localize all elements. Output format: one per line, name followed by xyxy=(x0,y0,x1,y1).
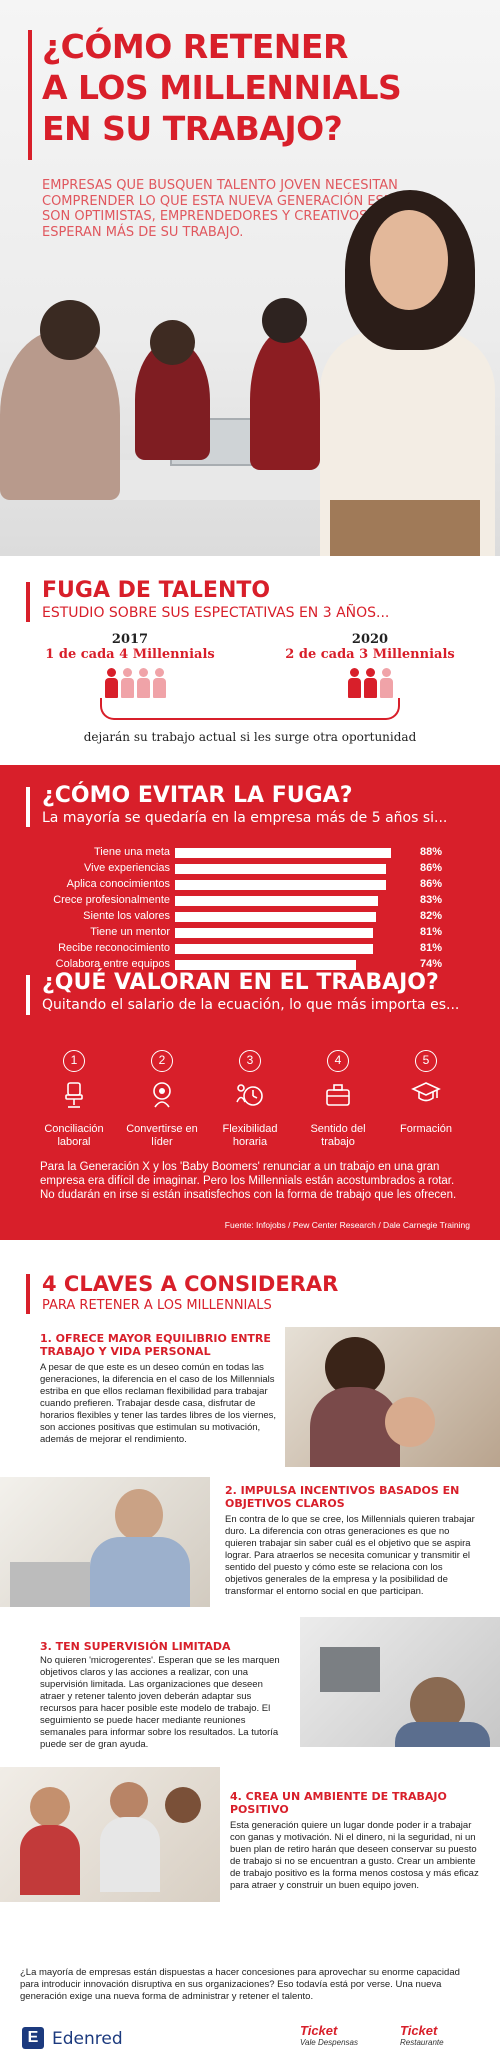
evitar-section: ¿CÓMO EVITAR LA FUGA? La mayoría se qued… xyxy=(0,765,500,1240)
chart-bar xyxy=(175,912,376,922)
chart-bar xyxy=(175,896,379,906)
clave-1-photo xyxy=(285,1327,500,1467)
clave-2-text: En contra de lo que se cree, los Millenn… xyxy=(225,1514,475,1597)
chart-bar xyxy=(175,928,374,938)
chart-bar xyxy=(175,848,391,858)
valoran-title: ¿QUÉ VALORAN EN EL TRABAJO? xyxy=(42,970,439,995)
section-accent-bar xyxy=(26,582,30,622)
valoran-item: 1 Conciliación laboral xyxy=(30,1050,118,1149)
chart-category-label: Tiene una meta xyxy=(93,846,170,858)
person-icon xyxy=(153,668,166,698)
clave-4-text: Esta generación quiere un lugar donde po… xyxy=(230,1820,479,1891)
valoran-items: 1 Conciliación laboral 2 Convertirse en … xyxy=(30,1050,470,1149)
people-icons-2017 xyxy=(105,668,166,698)
edenred-logo: Edenred xyxy=(52,2029,123,2049)
person-icon xyxy=(348,668,361,698)
leader-icon xyxy=(153,1082,171,1108)
main-title: ¿CÓMO RETENER A LOS MILLENNIALS EN SU TR… xyxy=(42,27,402,148)
chart-bar xyxy=(175,864,386,874)
evitar-subtitle: La mayoría se quedaría en la empresa más… xyxy=(42,810,448,826)
clave-3-text: No quieren 'microgerentes'. Esperan que … xyxy=(40,1655,280,1750)
chart-value-label: 82% xyxy=(420,910,443,922)
claves-subtitle: PARA RETENER A LOS MILLENNIALS xyxy=(42,1298,272,1313)
briefcase-icon xyxy=(326,1084,350,1106)
chart-row: Tiene una meta 88% xyxy=(0,845,500,861)
edenred-logo-icon: E xyxy=(22,2027,44,2049)
source-note: Fuente: Infojobs / Pew Center Research /… xyxy=(224,1220,470,1230)
chart-bar xyxy=(175,880,386,890)
office-chair-icon xyxy=(65,1082,83,1108)
claves-section: 4 CLAVES A CONSIDERAR PARA RETENER A LOS… xyxy=(0,1262,500,2064)
brace-divider xyxy=(100,698,400,720)
chart-row: Recibe reconocimiento 81% xyxy=(0,941,500,957)
chart-bar xyxy=(175,960,357,970)
clave-3-photo xyxy=(300,1617,500,1747)
hero-photo xyxy=(0,190,500,556)
chart-value-label: 88% xyxy=(420,846,443,858)
intro-text: EMPRESAS QUE BUSQUEN TALENTO JOVEN NECES… xyxy=(42,178,433,240)
valoran-item: 3 Flexibilidad horaria xyxy=(206,1050,294,1149)
person-icon xyxy=(137,668,150,698)
ticket-restaurante-logo: Ticket Restaurante xyxy=(400,2023,444,2047)
clave-2-photo xyxy=(0,1477,210,1607)
person-icon xyxy=(380,668,393,698)
graduate-icon xyxy=(411,1082,441,1102)
chart-category-label: Siente los valores xyxy=(83,910,170,922)
clave-1-title: 1. OFRECE MAYOR EQUILIBRIO ENTRE TRABAJO… xyxy=(40,1332,271,1358)
chart-category-label: Aplica conocimientos xyxy=(66,878,170,890)
chart-bar xyxy=(175,944,374,954)
claves-title: 4 CLAVES A CONSIDERAR xyxy=(42,1272,339,1296)
chart-row: Crece profesionalmente 83% xyxy=(0,893,500,909)
title-accent-bar xyxy=(28,30,32,160)
chart-category-label: Tiene un mentor xyxy=(90,926,170,938)
evitar-title: ¿CÓMO EVITAR LA FUGA? xyxy=(42,783,353,808)
valoran-item: 4 Sentido del trabajo xyxy=(294,1050,382,1149)
clave-4-photo xyxy=(0,1767,220,1902)
clave-4-title: 4. CREA UN AMBIENTE DE TRABAJO POSITIVO xyxy=(230,1790,447,1816)
generations-paragraph: Para la Generación X y los 'Baby Boomers… xyxy=(40,1161,457,1201)
valoran-item: 5 Formación xyxy=(382,1050,470,1149)
fuga-section: FUGA DE TALENTO ESTUDIO SOBRE SUS ESPECT… xyxy=(0,560,500,765)
fuga-note: dejarán su trabajo actual si les surge o… xyxy=(83,730,417,744)
person-icon xyxy=(364,668,377,698)
clave-2-title: 2. IMPULSA INCENTIVOS BASADOS EN OBJETIV… xyxy=(225,1484,460,1510)
valoran-subtitle: Quitando el salario de la ecuación, lo q… xyxy=(42,997,460,1013)
chart-category-label: Vive experiencias xyxy=(83,862,170,874)
year-2017: 2017 1 de cada 4 Millennials xyxy=(45,632,215,662)
chart-category-label: Crece profesionalmente xyxy=(53,894,170,906)
chart-category-label: Recibe reconocimiento xyxy=(58,942,170,954)
chart-row: Tiene un mentor 81% xyxy=(0,925,500,941)
chart-value-label: 81% xyxy=(420,942,443,954)
chart-row: Aplica conocimientos 86% xyxy=(0,877,500,893)
fuga-subtitle: ESTUDIO SOBRE SUS ESPECTATIVAS EN 3 AÑOS… xyxy=(42,605,390,621)
chart-row: Colabora entre equipos 74% xyxy=(0,957,500,973)
chart-value-label: 74% xyxy=(420,958,443,970)
chart-value-label: 81% xyxy=(420,926,443,938)
closing-text: ¿La mayoría de empresas están dispuestas… xyxy=(20,1967,460,2002)
chart-value-label: 86% xyxy=(420,878,443,890)
year-2020: 2020 2 de cada 3 Millennials xyxy=(285,632,455,662)
people-icons-2020 xyxy=(348,668,393,698)
clock-person-icon xyxy=(236,1084,263,1106)
chart-category-label: Colabora entre equipos xyxy=(55,958,170,970)
footer-logos: E Edenred Ticket Vale Despensas Ticket R… xyxy=(0,2017,500,2064)
person-icon xyxy=(121,668,134,698)
retention-bar-chart: Tiene una meta 88% Vive experiencias 86% Apl… xyxy=(0,845,500,973)
clave-3-title: 3. TEN SUPERVISIÓN LIMITADA xyxy=(40,1640,231,1653)
chart-value-label: 86% xyxy=(420,862,443,874)
chart-row: Vive experiencias 86% xyxy=(0,861,500,877)
chart-row: Siente los valores 82% xyxy=(0,909,500,925)
hero-section: ¿CÓMO RETENER A LOS MILLENNIALS EN SU TR… xyxy=(0,0,500,556)
clave-1-text: A pesar de que este es un deseo común en… xyxy=(40,1362,277,1445)
person-icon xyxy=(105,668,118,698)
ticket-vale-despensas-logo: Ticket Vale Despensas xyxy=(300,2023,358,2047)
fuga-title: FUGA DE TALENTO xyxy=(42,578,271,603)
chart-value-label: 83% xyxy=(420,894,443,906)
valoran-item: 2 Convertirse en líder xyxy=(118,1050,206,1149)
